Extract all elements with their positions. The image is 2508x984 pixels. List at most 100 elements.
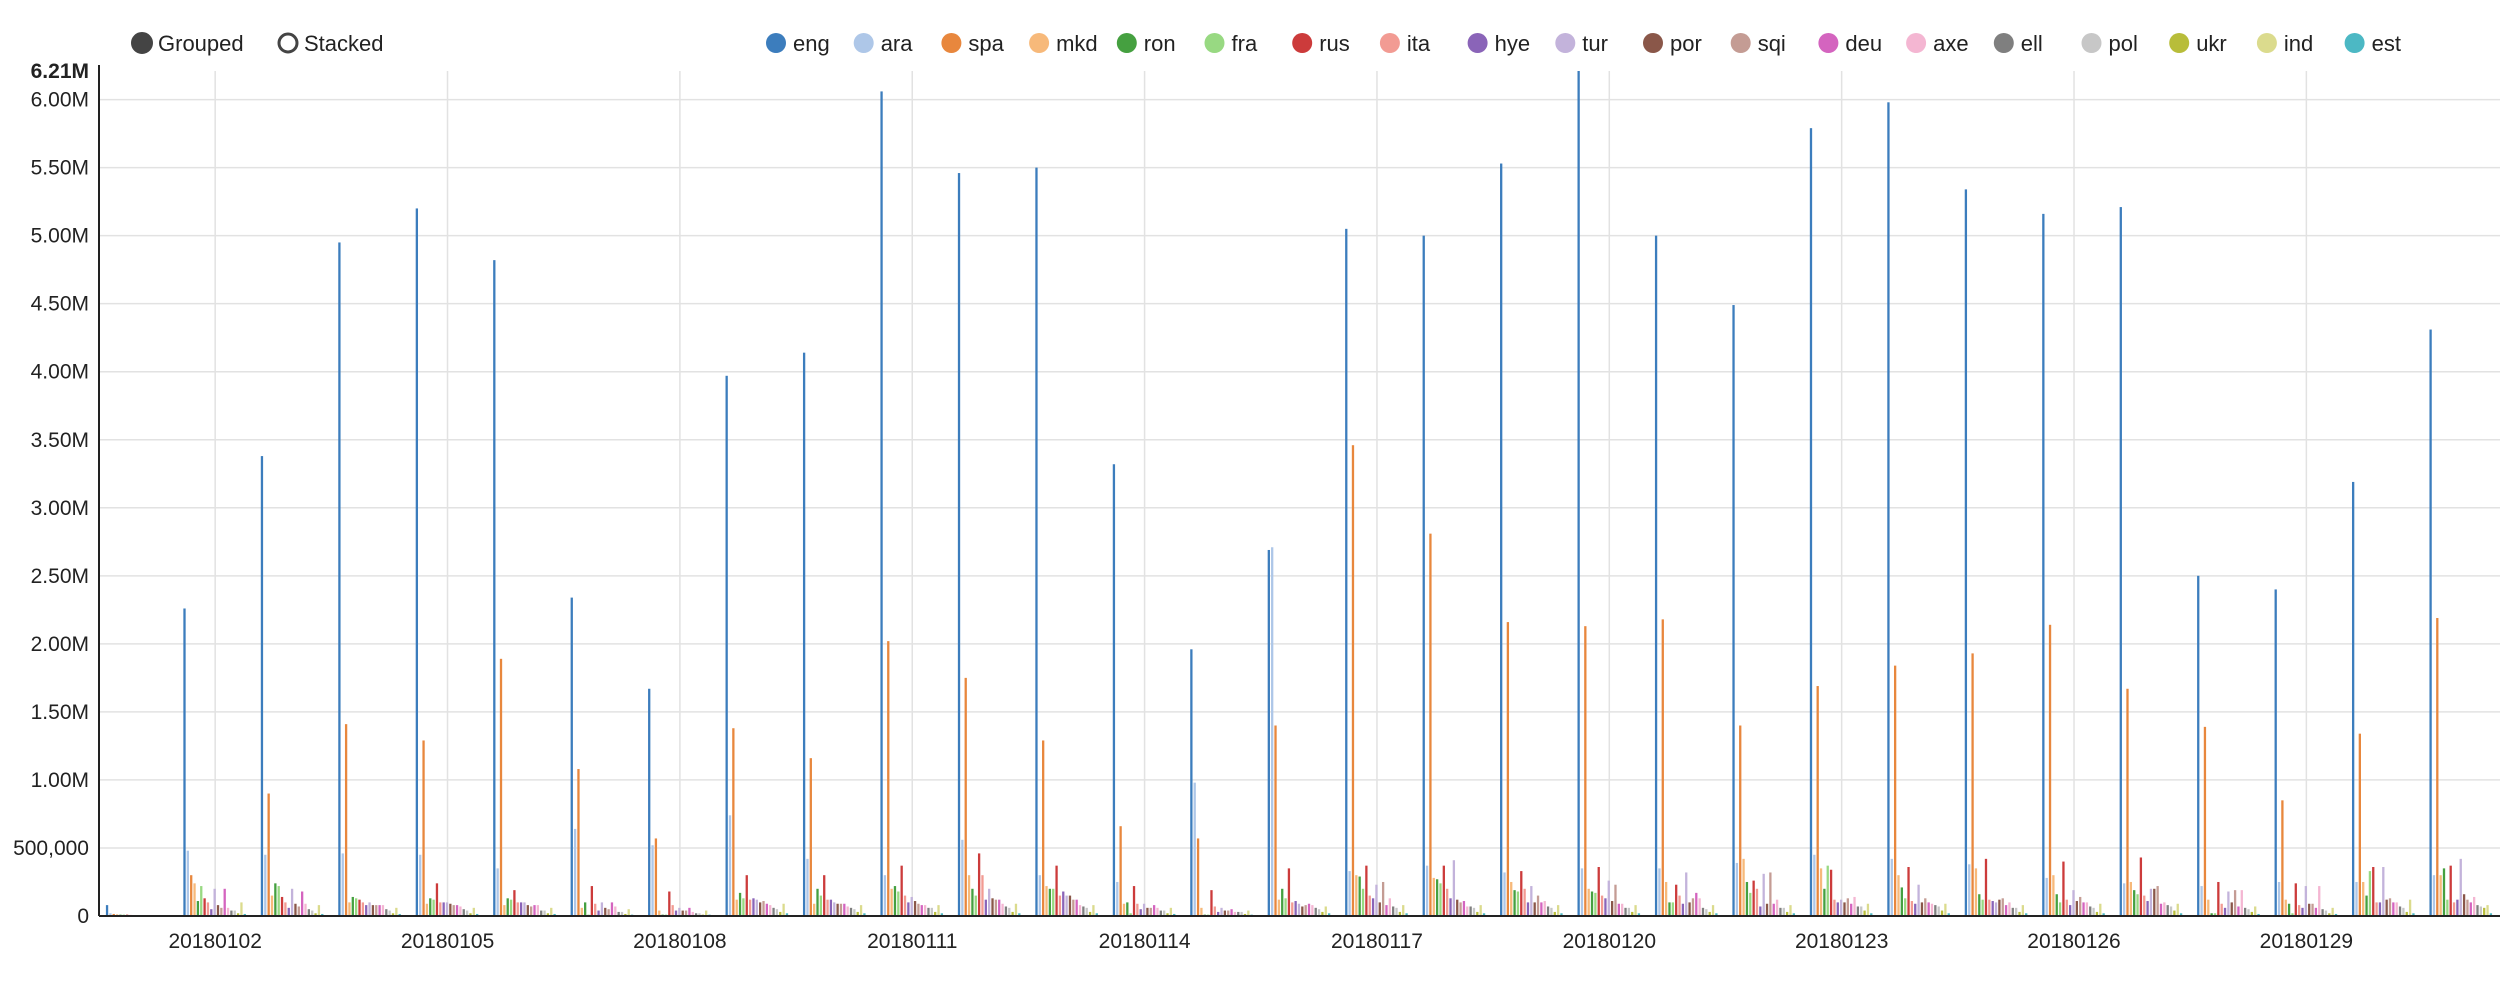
- bar-ita[interactable]: [1755, 888, 1759, 916]
- bar-ind[interactable]: [1789, 905, 1792, 916]
- bar-tur[interactable]: [1530, 886, 1533, 916]
- bar-fra[interactable]: [1981, 899, 1984, 916]
- bar-por[interactable]: [913, 901, 917, 916]
- bar-eng[interactable]: [957, 173, 961, 916]
- bar-spa[interactable]: [1119, 826, 1122, 916]
- legend-label-rus[interactable]: rus: [1319, 31, 1350, 56]
- bar-mkd[interactable]: [348, 902, 351, 916]
- bar-hye[interactable]: [984, 899, 987, 916]
- bar-fra[interactable]: [1904, 898, 1907, 916]
- bar-pol[interactable]: [2247, 909, 2250, 916]
- bar-ell[interactable]: [927, 907, 930, 916]
- bar-tur[interactable]: [1375, 884, 1378, 916]
- bar-pol[interactable]: [1705, 909, 1708, 916]
- bar-ind[interactable]: [1866, 903, 1870, 916]
- bar-ukr[interactable]: [1553, 911, 1556, 916]
- bar-deu[interactable]: [2082, 902, 2085, 916]
- bar-ind[interactable]: [2176, 903, 2179, 916]
- bar-spa[interactable]: [190, 875, 193, 916]
- bar-deu[interactable]: [1152, 905, 1156, 916]
- bar-por[interactable]: [1068, 895, 1072, 916]
- bar-pol[interactable]: [853, 909, 856, 916]
- bar-ron[interactable]: [2365, 895, 2368, 916]
- legend-label-fra[interactable]: fra: [1232, 31, 1258, 56]
- bar-deu[interactable]: [1850, 903, 1853, 916]
- bar-pol[interactable]: [1937, 906, 1940, 916]
- bar-hye[interactable]: [674, 910, 678, 916]
- bar-ukr[interactable]: [1321, 911, 1324, 916]
- bar-mkd[interactable]: [1974, 868, 1978, 916]
- bar-axe[interactable]: [769, 905, 772, 916]
- bar-sqi[interactable]: [1381, 881, 1385, 916]
- bar-mkd[interactable]: [1277, 899, 1281, 916]
- bar-ukr[interactable]: [779, 911, 782, 916]
- bar-fra[interactable]: [1826, 865, 1829, 916]
- bar-ell[interactable]: [2089, 906, 2092, 916]
- bar-sqi[interactable]: [1072, 899, 1075, 916]
- bar-ita[interactable]: [1910, 901, 1914, 916]
- bar-fra[interactable]: [509, 899, 513, 916]
- bar-axe[interactable]: [1233, 911, 1237, 916]
- bar-fra[interactable]: [355, 898, 358, 916]
- bar-ell[interactable]: [617, 911, 620, 916]
- bar-tur[interactable]: [1839, 899, 1843, 916]
- bar-ara[interactable]: [2355, 881, 2358, 916]
- bar-sqi[interactable]: [1536, 895, 1540, 916]
- bar-ita[interactable]: [1136, 903, 1139, 916]
- bar-ara[interactable]: [109, 913, 112, 916]
- bar-ita[interactable]: [2375, 902, 2378, 916]
- bar-deu[interactable]: [2237, 906, 2240, 916]
- bar-ell[interactable]: [849, 907, 853, 916]
- bar-pol[interactable]: [465, 910, 469, 916]
- bar-por[interactable]: [1456, 899, 1459, 916]
- bar-ron[interactable]: [1668, 902, 1671, 916]
- bar-sqi[interactable]: [917, 903, 920, 916]
- bar-est[interactable]: [553, 913, 556, 916]
- bar-ara[interactable]: [264, 854, 267, 916]
- bar-mkd[interactable]: [2284, 899, 2287, 916]
- bar-ukr[interactable]: [934, 911, 937, 916]
- bar-est[interactable]: [398, 913, 401, 916]
- bar-ukr[interactable]: [1243, 913, 1247, 916]
- bar-deu[interactable]: [1385, 905, 1388, 916]
- bar-eng[interactable]: [648, 688, 651, 916]
- bar-sqi[interactable]: [994, 899, 998, 916]
- legend-swatch-ron[interactable]: [1116, 33, 1137, 53]
- legend-item-por[interactable]: por: [1643, 31, 1702, 56]
- bar-ukr[interactable]: [2405, 911, 2408, 916]
- bar-por[interactable]: [2462, 894, 2466, 916]
- bar-ara[interactable]: [806, 858, 809, 916]
- bar-hye[interactable]: [1217, 911, 1220, 916]
- bar-tur[interactable]: [2227, 891, 2230, 916]
- legend-label-ukr[interactable]: ukr: [2196, 31, 2227, 56]
- bar-ara[interactable]: [341, 853, 344, 916]
- bar-ara[interactable]: [573, 828, 577, 916]
- bar-eng[interactable]: [802, 352, 806, 917]
- bar-sqi[interactable]: [762, 901, 765, 916]
- bar-spa[interactable]: [1971, 653, 1974, 916]
- bar-por[interactable]: [1688, 902, 1691, 916]
- bar-sqi[interactable]: [1459, 902, 1462, 916]
- bar-deu[interactable]: [455, 905, 459, 916]
- bar-pol[interactable]: [1550, 907, 1553, 916]
- bar-est[interactable]: [1715, 913, 1718, 916]
- bar-rus[interactable]: [2062, 861, 2065, 916]
- bar-por[interactable]: [604, 907, 607, 916]
- bar-spa[interactable]: [732, 728, 735, 916]
- bar-mkd[interactable]: [1045, 886, 1048, 916]
- bar-est[interactable]: [1327, 913, 1331, 916]
- bar-ell[interactable]: [230, 910, 233, 916]
- bar-spa[interactable]: [1584, 626, 1587, 916]
- bar-est[interactable]: [1405, 913, 1408, 916]
- grouped-label[interactable]: Grouped: [158, 31, 244, 56]
- bar-axe[interactable]: [1156, 907, 1159, 916]
- bar-ind[interactable]: [1944, 903, 1947, 916]
- bar-deu[interactable]: [533, 905, 536, 916]
- bar-rus[interactable]: [2372, 867, 2375, 916]
- bar-por[interactable]: [526, 905, 529, 916]
- bar-ron[interactable]: [1900, 887, 1903, 916]
- bar-ara[interactable]: [1038, 875, 1041, 916]
- bar-eng[interactable]: [1654, 235, 1658, 916]
- bar-deu[interactable]: [1695, 892, 1698, 916]
- bar-pol[interactable]: [2092, 907, 2095, 916]
